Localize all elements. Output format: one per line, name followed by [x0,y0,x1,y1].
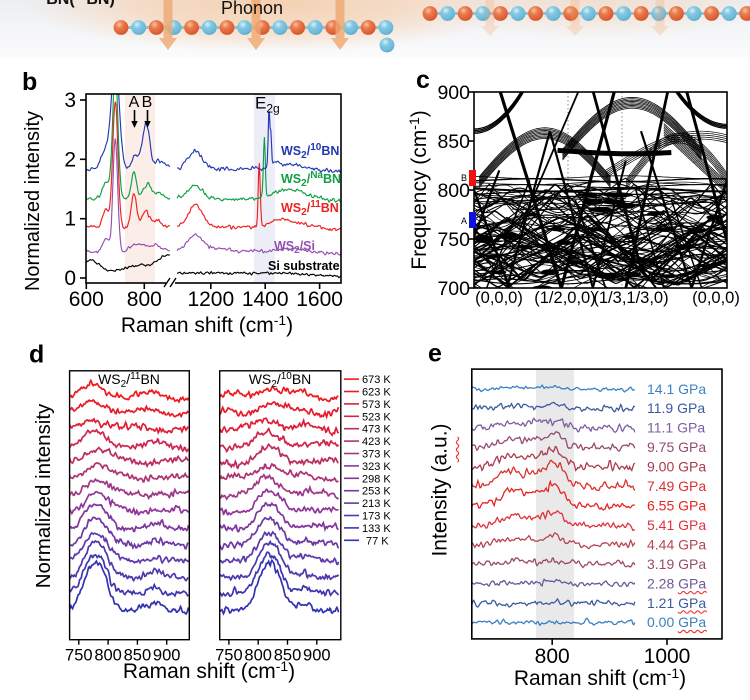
svg-text:323 K: 323 K [362,461,391,473]
svg-text:1400: 1400 [242,288,289,311]
svg-text:900: 900 [153,647,181,665]
svg-text:750: 750 [437,229,470,251]
svg-text:1.21 GPa: 1.21 GPa [647,595,706,611]
svg-text:900: 900 [303,647,331,665]
svg-text:4.44 GPa: 4.44 GPa [647,536,706,552]
svg-text:WS2/11BN: WS2/11BN [98,371,160,390]
svg-text:800: 800 [244,647,272,665]
svg-text:Phonon: Phonon [221,0,283,18]
svg-text:423 K: 423 K [362,436,391,448]
svg-text:A: A [129,94,140,111]
svg-text:14.1 GPa: 14.1 GPa [647,381,706,397]
svg-text:Frequency (cm-1): Frequency (cm-1) [406,110,431,270]
svg-text:Normalized intensity: Normalized intensity [22,111,44,291]
svg-text:A: A [461,216,467,226]
svg-text:WS2/11BN: WS2/11BN [281,199,339,218]
svg-text:623 K: 623 K [362,387,391,399]
svg-text:WS2/10BN: WS2/10BN [249,371,312,390]
svg-text:800: 800 [127,288,162,311]
svg-text:600: 600 [69,288,104,311]
svg-text:(0,0,0): (0,0,0) [692,289,740,307]
svg-text:2: 2 [64,148,76,171]
svg-text:Normalized intensity: Normalized intensity [32,403,55,588]
svg-text:700: 700 [437,278,470,300]
svg-text:Intensity (a.u.): Intensity (a.u.) [429,423,452,556]
svg-text:77 K: 77 K [366,535,389,547]
svg-text:133 K: 133 K [362,523,391,535]
svg-text:213 K: 213 K [362,498,391,510]
svg-text:573 K: 573 K [362,399,391,411]
svg-text:B: B [461,173,467,183]
svg-text:750: 750 [65,647,93,665]
svg-text:1000: 1000 [644,645,691,668]
svg-text:(1/3,1/3,0): (1/3,1/3,0) [593,289,668,307]
svg-text:b: b [22,68,37,96]
svg-text:WS2/NaBN: WS2/NaBN [281,170,341,189]
svg-text:Raman shift (cm-1): Raman shift (cm-1) [514,665,686,690]
svg-text:0.00 GPa: 0.00 GPa [647,614,706,630]
svg-text:1: 1 [64,208,76,231]
svg-text:d: d [29,341,44,369]
svg-text:2.28 GPa: 2.28 GPa [647,575,706,591]
svg-text:373 K: 373 K [362,449,391,461]
svg-text:298 K: 298 K [362,473,391,485]
svg-text:B: B [142,94,153,111]
svg-text:800: 800 [437,180,470,202]
svg-text:900: 900 [437,82,470,104]
svg-text:e: e [428,340,442,368]
svg-text:800: 800 [535,645,570,668]
svg-text:11.9 GPa: 11.9 GPa [647,400,705,416]
svg-text:7.49 GPa: 7.49 GPa [647,478,706,494]
svg-text:850: 850 [124,647,152,665]
svg-text:1200: 1200 [187,288,234,311]
svg-text:3.19 GPa: 3.19 GPa [647,556,706,572]
svg-text:11.1 GPa: 11.1 GPa [647,420,705,436]
svg-text:Raman shift (cm-1): Raman shift (cm-1) [123,658,295,683]
svg-text:9.75 GPa: 9.75 GPa [647,439,706,455]
svg-text:1600: 1600 [296,288,343,311]
svg-text:253 K: 253 K [362,486,391,498]
svg-text:673 K: 673 K [362,374,391,386]
svg-text:Si substrate: Si substrate [268,259,340,273]
svg-text:3: 3 [64,89,76,112]
svg-text:5.41 GPa: 5.41 GPa [647,517,706,533]
svg-text:(0,0,0): (0,0,0) [475,289,523,307]
svg-text:523 K: 523 K [362,411,391,423]
svg-text:750: 750 [215,647,243,665]
svg-text:WS2/10BN: WS2/10BN [281,142,339,161]
svg-text:WS2/Si: WS2/Si [274,239,315,256]
svg-text:0: 0 [64,267,76,290]
svg-text:6.55 GPa: 6.55 GPa [647,498,706,514]
svg-text:850: 850 [274,647,302,665]
svg-text:c: c [416,66,430,94]
svg-text:9.00 GPa: 9.00 GPa [647,459,706,475]
svg-text:Raman shift (cm-1): Raman shift (cm-1) [121,312,293,337]
svg-text:800: 800 [94,647,122,665]
svg-text:473 K: 473 K [362,424,391,436]
svg-text:850: 850 [437,131,470,153]
svg-text:10BN(11BN): 10BN(11BN) [34,0,115,8]
svg-text:(1/2,0,0): (1/2,0,0) [534,289,595,307]
svg-text:173 K: 173 K [362,511,391,523]
